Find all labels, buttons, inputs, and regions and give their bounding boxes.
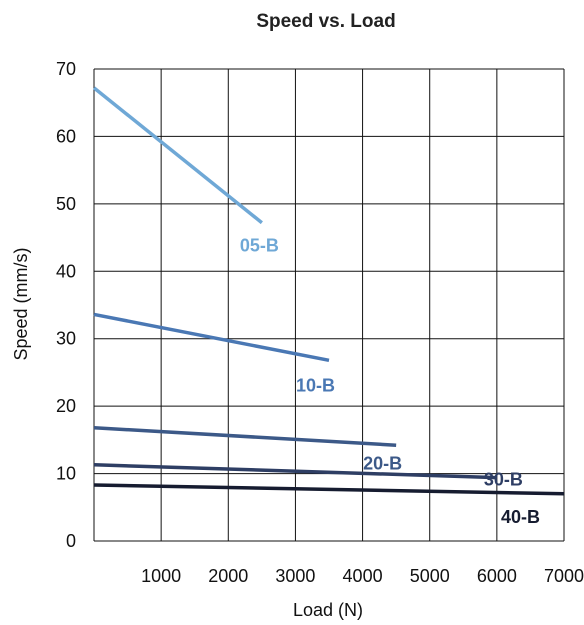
- series-line-05-b: [92, 86, 263, 225]
- x-tick-label: 5000: [410, 566, 450, 586]
- x-tick-label: 3000: [275, 566, 315, 586]
- series-line-10-b: [93, 312, 330, 363]
- series-label-40-b: 40-B: [501, 507, 540, 527]
- x-tick-label: 6000: [477, 566, 517, 586]
- tick-labels: 1000 2000 3000 4000 5000 6000 7000 0 10 20 30 40 50 6…: [56, 59, 584, 586]
- y-tick-label: 40: [56, 261, 76, 281]
- y-tick-label: 60: [56, 126, 76, 146]
- series-label-05-b: 05-B: [240, 236, 279, 256]
- series-labels: 05-B 10-B 20-B 30-B 40-B: [240, 236, 540, 527]
- series-label-20-b: 20-B: [363, 453, 402, 473]
- series-label-30-b: 30-B: [484, 470, 523, 490]
- x-axis-label: Load (N): [293, 600, 363, 620]
- series-line-20-b: [93, 425, 397, 447]
- y-tick-label: 10: [56, 464, 76, 484]
- y-tick-label: 0: [66, 531, 76, 551]
- y-tick-label: 30: [56, 329, 76, 349]
- grid: [93, 68, 565, 542]
- x-tick-label: 4000: [343, 566, 383, 586]
- x-tick-label: 2000: [208, 566, 248, 586]
- series-lines: [92, 86, 565, 496]
- y-tick-label: 20: [56, 396, 76, 416]
- series-label-10-b: 10-B: [296, 375, 335, 395]
- y-tick-label: 70: [56, 59, 76, 79]
- y-axis-label: Speed (mm/s): [11, 247, 31, 360]
- series-line-30-b: [93, 463, 497, 480]
- x-tick-label: 7000: [544, 566, 584, 586]
- y-tick-label: 50: [56, 194, 76, 214]
- x-tick-label: 1000: [141, 566, 181, 586]
- chart-title: Speed vs. Load: [256, 11, 395, 32]
- series-line-40-b: [93, 483, 565, 496]
